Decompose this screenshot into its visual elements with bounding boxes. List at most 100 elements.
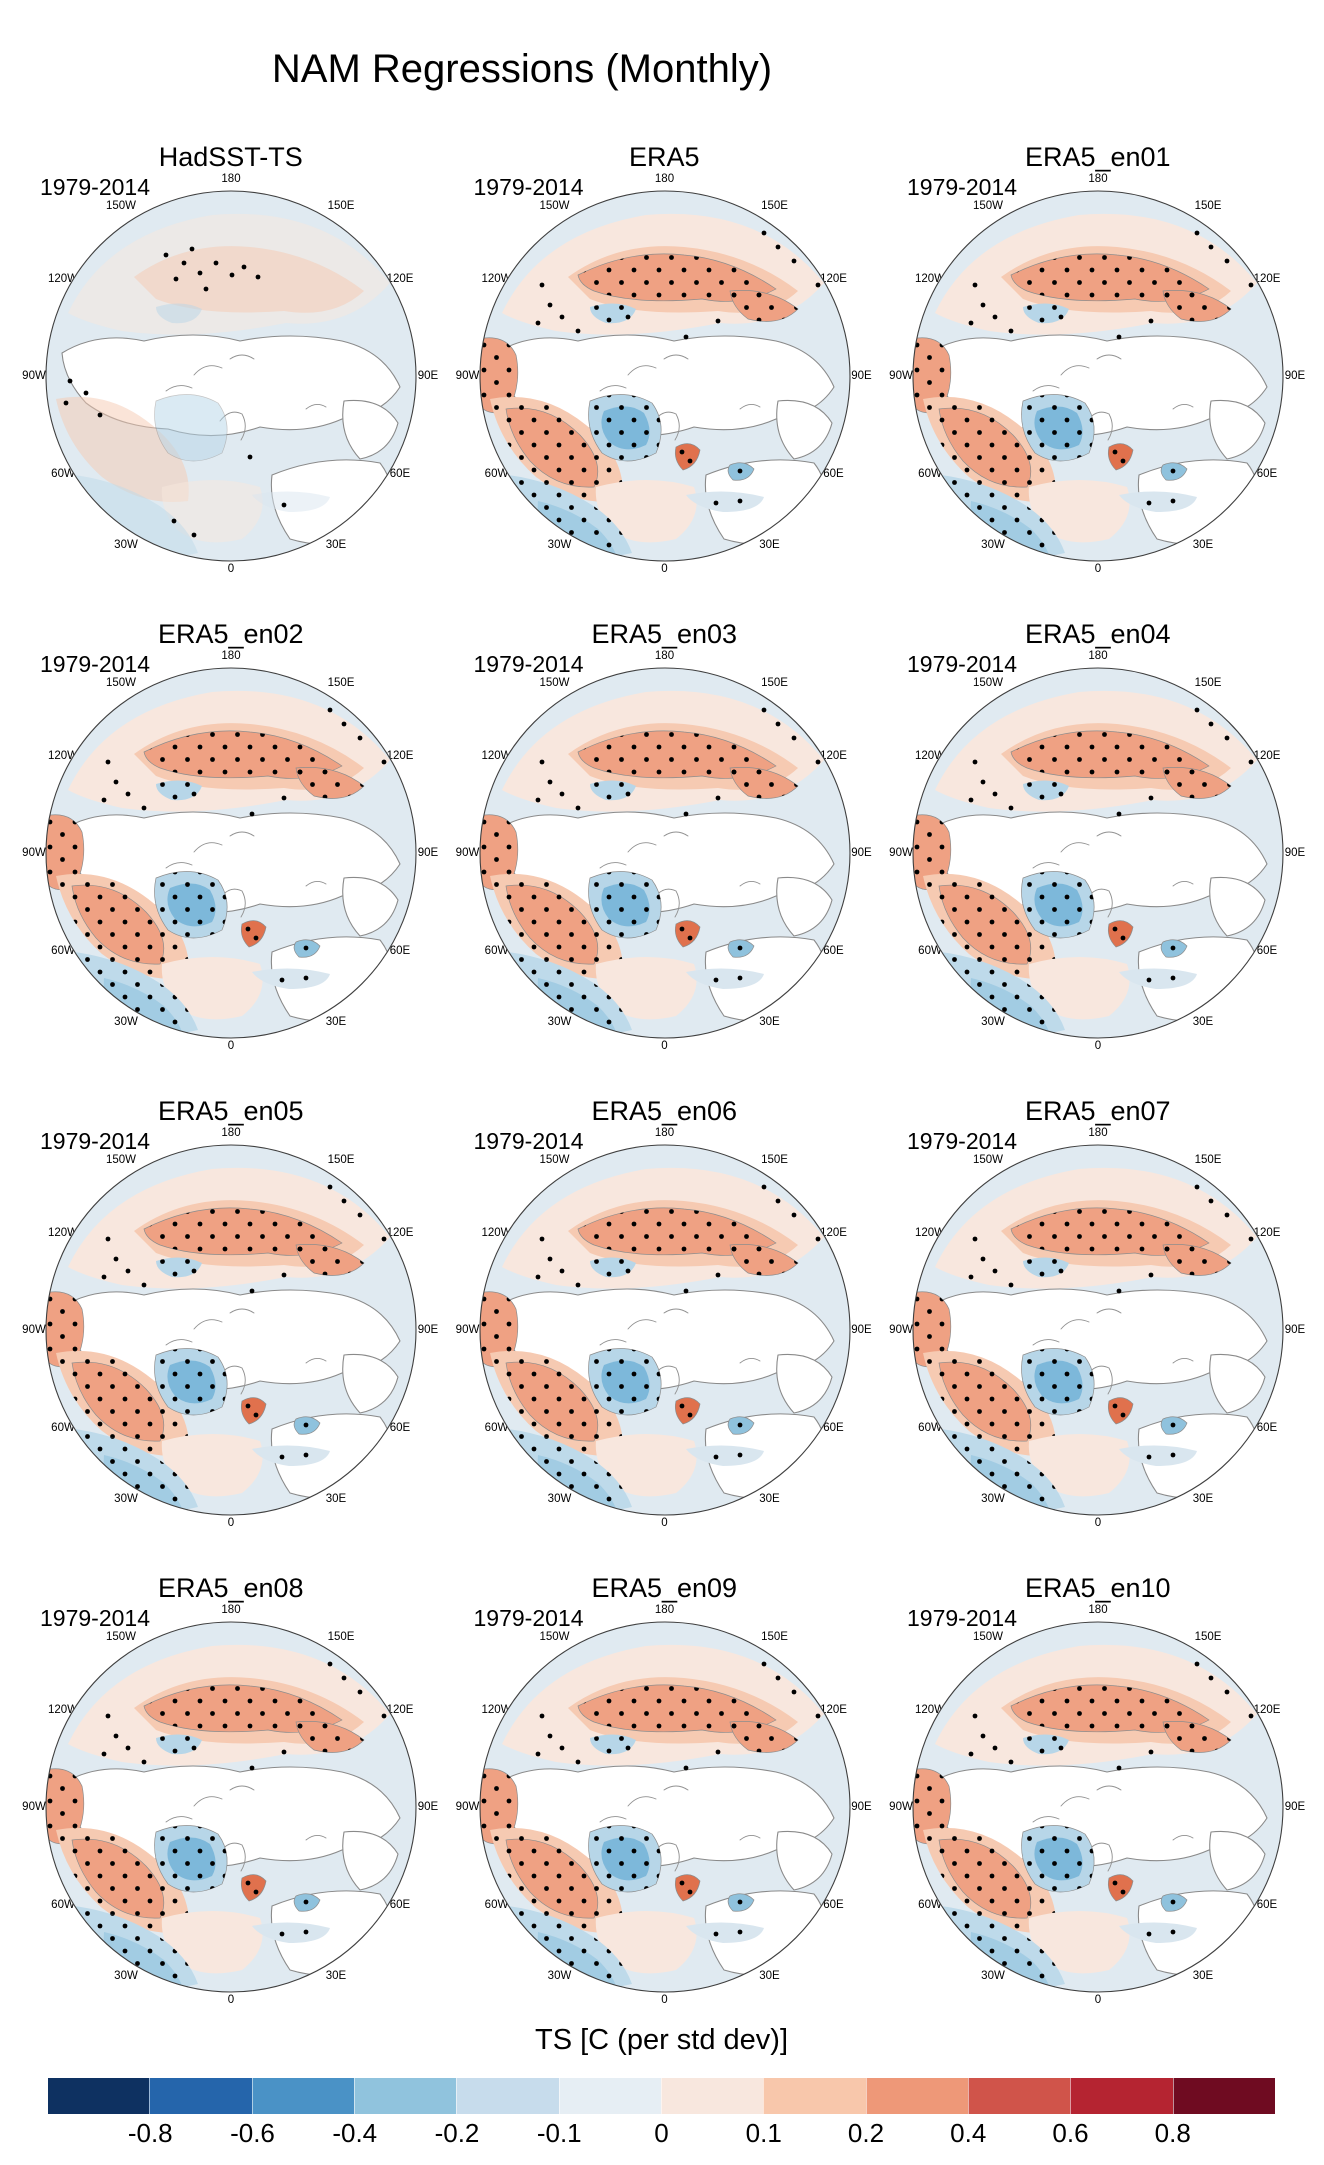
lon-label-90w: 90W	[22, 370, 46, 382]
landmass-east	[1209, 399, 1266, 460]
lon-label-30w: 30W	[547, 1970, 572, 1982]
cool-dab	[156, 303, 202, 324]
lon-label-0: 0	[1094, 1517, 1102, 1529]
colorbar-segment	[865, 2078, 968, 2114]
lon-label-0: 0	[227, 1040, 235, 1052]
cool-mediterranean-strip	[1119, 968, 1197, 989]
map-boundary-circle	[45, 1144, 417, 1516]
lon-label-150w: 150W	[105, 677, 137, 689]
map-panel: ERA5_en02 1979-2014 180 150W 150E 120W 1…	[14, 617, 448, 1094]
panel-title: ERA5_en04	[1024, 619, 1171, 649]
map-boundary-circle	[912, 190, 1284, 562]
landmass-east	[1209, 1353, 1266, 1414]
lon-label-150e: 150E	[761, 200, 788, 212]
lon-label-60w: 60W	[918, 1422, 942, 1434]
lon-label-120w: 120W	[47, 750, 79, 762]
lon-label-150e: 150E	[1194, 1154, 1222, 1166]
lon-label-30e: 30E	[1192, 1493, 1214, 1505]
polar-map	[45, 667, 417, 1039]
warm-bottom-weak	[1028, 1434, 1130, 1497]
polar-map	[912, 667, 1284, 1039]
warm-bottom-weak	[161, 480, 263, 543]
warm-bottom-weak	[595, 480, 697, 543]
landmass-east	[342, 1830, 399, 1891]
lon-label-0: 0	[227, 1517, 235, 1529]
panel-title: ERA5_en06	[591, 1096, 738, 1126]
map-panel: ERA5_en04 1979-2014 180 150W 150E 120W 1…	[881, 617, 1315, 1094]
warm-bottom-weak	[1028, 1911, 1130, 1974]
warm-bottom-weak	[1028, 957, 1130, 1020]
lon-label-150w: 150W	[105, 200, 137, 212]
panel-grid: HadSST-TS 1979-2014 180 150W 150E 120W 1…	[14, 140, 1315, 2048]
lon-label-30e: 30E	[325, 1493, 347, 1505]
lon-label-150w: 150W	[539, 200, 570, 212]
stipple-dots-scattered	[101, 1184, 387, 1294]
lon-label-180: 180	[654, 650, 675, 662]
lon-label-150e: 150E	[327, 1154, 355, 1166]
lon-label-120e: 120E	[386, 1704, 414, 1716]
colorbar-segment	[353, 2078, 457, 2114]
lon-label-120w: 120W	[914, 1227, 946, 1239]
lon-label-120e: 120E	[820, 273, 847, 285]
map-boundary-circle	[478, 190, 851, 562]
coastline-detail	[1032, 1785, 1194, 1872]
lon-label-150e: 150E	[761, 1631, 788, 1643]
lon-label-180: 180	[1088, 173, 1108, 185]
lon-label-150w: 150W	[105, 1154, 137, 1166]
panel-title: ERA5_en07	[1024, 1096, 1171, 1126]
lon-label-30w: 30W	[981, 1970, 1005, 1982]
cool-mediterranean-strip	[252, 1922, 330, 1943]
panel-title: ERA5_en03	[591, 619, 738, 649]
lon-label-90w: 90W	[22, 1801, 46, 1813]
lon-label-0: 0	[227, 563, 235, 575]
landmass-east	[1209, 1830, 1266, 1891]
lon-label-150w: 150W	[105, 1631, 137, 1643]
lon-label-120w: 120W	[914, 750, 946, 762]
lon-label-30w: 30W	[547, 539, 572, 551]
warm-diagonal-weak	[56, 396, 189, 502]
stipple-dots-sparse	[63, 246, 287, 538]
polar-map	[478, 1144, 851, 1516]
map-boundary-circle	[45, 667, 417, 1039]
colorbar-tick-label: -0.1	[536, 2118, 582, 2148]
lon-label-150w: 150W	[972, 1154, 1004, 1166]
lon-label-180: 180	[1088, 1127, 1108, 1139]
lon-label-90e: 90E	[1284, 847, 1306, 859]
figure-title: NAM Regressions (Monthly)	[271, 46, 773, 91]
lon-label-60w: 60W	[918, 945, 942, 957]
landmass-east	[775, 1353, 833, 1414]
lon-label-120w: 120W	[47, 1704, 79, 1716]
lon-label-150w: 150W	[972, 200, 1004, 212]
colorbar-segment	[251, 2078, 354, 2114]
lon-label-0: 0	[1094, 563, 1102, 575]
polar-map	[45, 190, 417, 562]
lon-label-60w: 60W	[51, 1422, 75, 1434]
period-label: 1979-2014	[40, 1605, 150, 1631]
lon-label-30w: 30W	[114, 1493, 138, 1505]
lon-label-60w: 60W	[51, 468, 75, 480]
warm-bottom-weak	[161, 1911, 263, 1974]
panel-title: ERA5	[628, 142, 700, 172]
lon-label-120e: 120E	[820, 1227, 847, 1239]
lon-label-90e: 90E	[851, 1801, 872, 1813]
lon-label-120e: 120E	[1253, 273, 1281, 285]
lon-label-60w: 60W	[484, 468, 509, 480]
lon-label-90w: 90W	[889, 847, 913, 859]
coastline-detail	[165, 831, 327, 918]
lon-label-150e: 150E	[1194, 200, 1222, 212]
lon-label-150e: 150E	[327, 677, 355, 689]
lon-label-180: 180	[654, 173, 675, 185]
lon-label-60e: 60E	[823, 1899, 844, 1911]
lon-label-150e: 150E	[761, 1154, 788, 1166]
stipple-dots-scattered	[535, 1661, 820, 1771]
lon-label-30e: 30E	[325, 539, 347, 551]
lon-label-150w: 150W	[539, 677, 570, 689]
cool-mediterranean-strip	[1119, 491, 1197, 512]
polar-map	[478, 190, 851, 562]
map-panel: ERA5_en09 1979-2014 180 150W 150E 120W 1…	[448, 1571, 882, 2048]
lon-label-120w: 120W	[481, 1227, 512, 1239]
period-label: 1979-2014	[473, 174, 584, 200]
colorbar-tick-label: 0.6	[1052, 2118, 1089, 2148]
lon-label-150w: 150W	[539, 1631, 570, 1643]
lon-label-150e: 150E	[327, 200, 355, 212]
